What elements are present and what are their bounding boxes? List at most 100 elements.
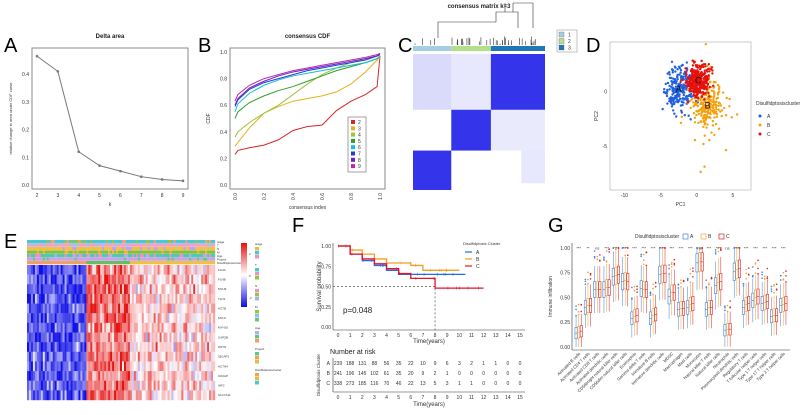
annotation-cell	[125, 254, 129, 258]
annotation-cell	[209, 250, 212, 254]
point-cluster-C	[704, 80, 707, 83]
heatmap-cell	[62, 293, 65, 304]
risk-value: 1	[482, 361, 485, 367]
heatmap-cell	[72, 380, 75, 391]
annotation-cell	[193, 247, 196, 251]
y-tick-label: 0.2	[22, 128, 29, 134]
heatmap-cell	[116, 265, 119, 275]
annotation-cell	[173, 261, 176, 265]
annotation-cell	[213, 254, 216, 258]
annotation-cell	[171, 261, 174, 265]
heatmap-cell	[52, 322, 55, 333]
annotation-cell	[100, 261, 103, 265]
annotation-cell	[123, 250, 127, 254]
heatmap-cell	[153, 380, 156, 391]
annotation-cell	[27, 261, 30, 265]
heatmap-cell	[32, 303, 36, 314]
legend-label: 4	[358, 133, 361, 139]
heatmap-cell	[74, 380, 77, 391]
y-tick-label: 0.25	[560, 320, 570, 326]
annotation-cell	[177, 254, 180, 258]
annotation-cell	[112, 250, 115, 254]
risk-value: 20	[408, 371, 414, 377]
significance-label: ***	[716, 245, 721, 250]
heatmap-cell	[143, 342, 146, 352]
annotation-cell	[139, 240, 142, 244]
point-cluster-A	[678, 95, 681, 98]
annotation-cell	[141, 250, 144, 254]
heatmap-cell	[36, 361, 40, 372]
heatmap-cell	[203, 303, 206, 314]
heatmap-cell	[211, 351, 214, 362]
annotation-cell	[78, 261, 81, 265]
point-cluster-A	[672, 91, 675, 95]
annotation-cell	[209, 254, 212, 258]
heatmap-cell	[42, 351, 46, 362]
heatmap-cell	[171, 284, 174, 295]
heatmap-cell	[88, 313, 91, 324]
heatmap-cell	[104, 313, 107, 324]
annotation-cell	[76, 250, 79, 254]
outlier	[770, 288, 773, 290]
annotation-cell	[82, 250, 85, 254]
point-cluster-C	[706, 82, 709, 85]
annotation-cell	[32, 261, 36, 265]
x-tick-label: 6	[119, 193, 122, 199]
heatmap-cell	[108, 284, 111, 295]
heatmap-cell	[78, 342, 81, 352]
heatmap-cell	[90, 351, 93, 362]
heatmap-cell	[60, 371, 63, 381]
point-cluster-A	[679, 104, 683, 107]
risk-x-tick: 12	[481, 395, 487, 401]
point-cluster-B	[717, 127, 721, 130]
annotation-cell	[60, 254, 63, 258]
heatmap-cell	[179, 274, 182, 285]
heatmap-cell	[46, 342, 49, 352]
heatmap-cell	[183, 313, 186, 324]
point-cluster-C	[685, 80, 688, 83]
annotation-cell	[114, 243, 117, 247]
annotation-cell	[76, 240, 79, 244]
annotation-cell	[72, 257, 75, 261]
heatmap-cell	[121, 322, 125, 333]
heatmap-cell	[181, 380, 184, 391]
heatmap-cell	[116, 303, 119, 314]
consensus-block	[521, 150, 545, 184]
risk-value: 0	[458, 371, 461, 377]
point-cluster-A	[670, 85, 673, 89]
heatmap-cell	[159, 371, 162, 381]
heatmap-cell	[74, 332, 77, 343]
heatmap-cell	[167, 303, 170, 314]
heatmap-cell	[96, 313, 99, 324]
risk-value: 0	[506, 371, 509, 377]
heatmap-cell	[42, 380, 46, 391]
significance-label: ***	[660, 245, 665, 250]
y-tick-label: 1.0	[220, 50, 227, 56]
heatmap-cell	[30, 322, 34, 333]
point-cluster-C	[689, 76, 693, 79]
x-tick-label: 7	[422, 333, 425, 339]
annotation-cell	[108, 254, 111, 258]
heatmap-cell	[54, 351, 57, 362]
heatmap-cell	[133, 284, 137, 295]
heatmap-cell	[96, 380, 99, 391]
heatmap-cell	[114, 361, 117, 372]
heatmap-cell	[114, 284, 117, 295]
annotation-cell	[52, 250, 55, 254]
heatmap-cell	[34, 342, 38, 352]
point-cluster-C	[700, 79, 703, 82]
annotation-cell	[121, 250, 125, 254]
annotation-cell	[151, 257, 154, 261]
heatmap-cell	[64, 322, 67, 333]
legend-swatch	[758, 114, 762, 118]
annotation-cell	[82, 240, 85, 244]
annotation-cell	[173, 247, 176, 251]
annotation-cell	[36, 247, 40, 251]
heatmap-cell	[80, 274, 83, 285]
x-tick-label: 3	[373, 333, 376, 339]
point-cluster-B	[715, 108, 718, 111]
annotation-cell	[64, 257, 67, 261]
heatmap-cell	[207, 351, 210, 362]
annotation-cell	[207, 243, 210, 247]
annotation-cell	[66, 261, 69, 265]
